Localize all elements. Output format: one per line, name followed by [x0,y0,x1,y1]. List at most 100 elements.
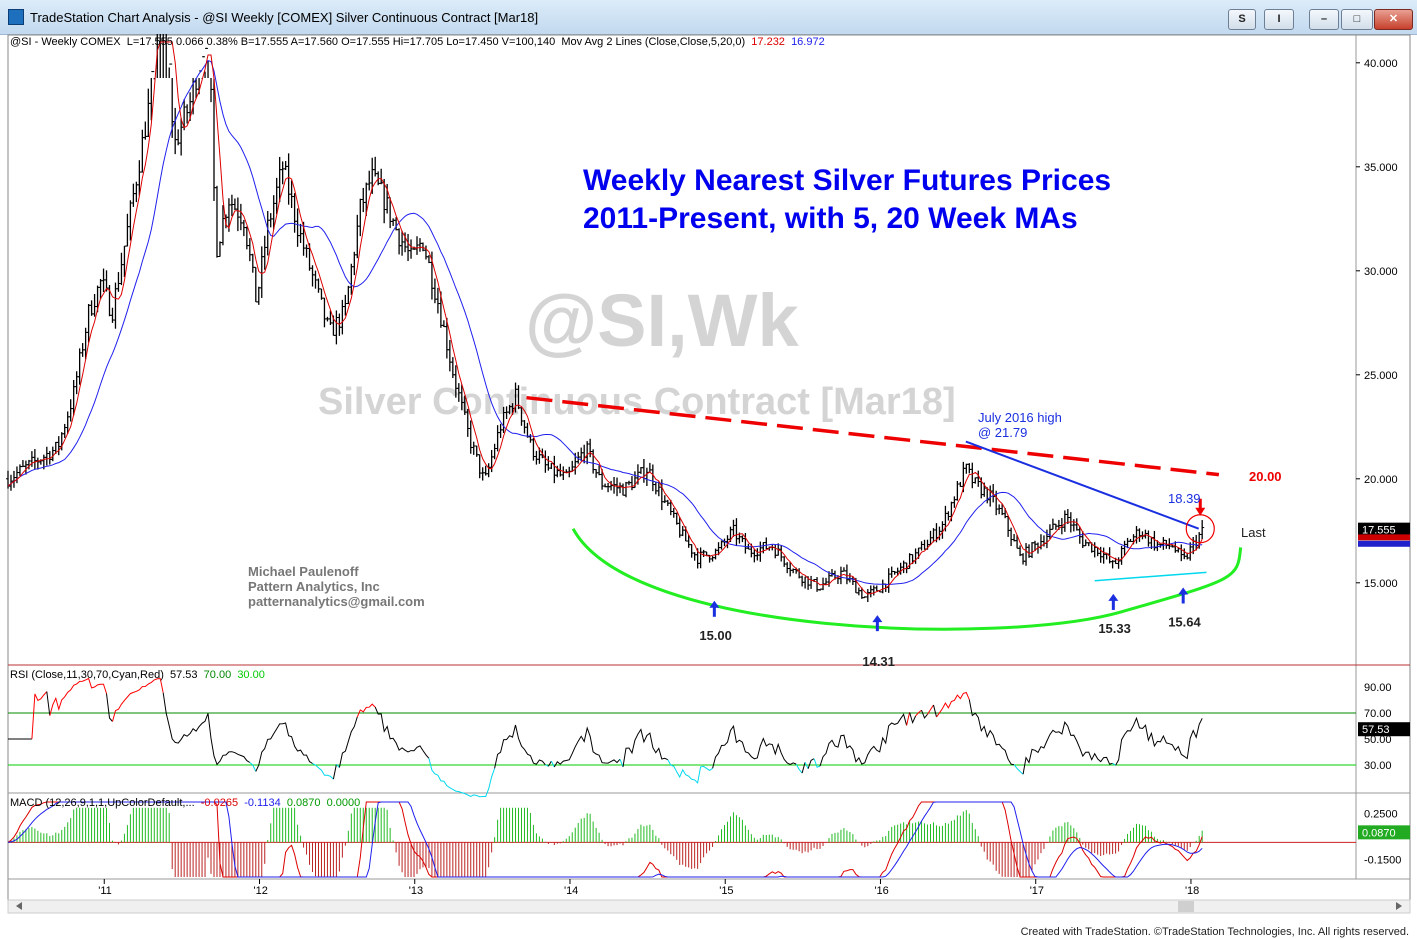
rsi-line-segment [46,691,51,716]
rsi-line-segment [106,693,113,722]
last-price-circle [1185,514,1215,544]
rsi-line-segment [909,712,917,725]
july-high-value: @ 21.79 [978,425,1027,440]
rsi-line-segment [622,728,669,767]
rsi-line-segment [813,758,821,768]
time-axis-label: '18 [1185,885,1199,897]
low-price-label: 15.33 [1098,621,1131,636]
chart-area[interactable]: @SI,Wk Silver Continuous Contract [Mar18]… [0,34,1417,939]
macd-label: MACD (12,26,9,1,1,UpColorDefault,... [10,797,195,809]
rsi-label: RSI (Close,11,30,70,Cyan,Red) [10,669,164,681]
close-button[interactable]: ✕ [1374,9,1413,30]
low-price-label: 15.00 [699,628,732,643]
quote-stats: L=17.555 0.066 0.38% B=17.555 A=17.560 O… [126,36,556,48]
rsi-line-segment [927,704,934,715]
rsi-line-segment [162,692,251,766]
author-name: Michael Paulenoff [248,564,359,579]
rsi-line-segment [338,716,358,768]
macd-axis-label: 0.2500 [1364,809,1398,821]
window-title-bar: TradeStation Chart Analysis - @SI Weekly… [0,0,1417,35]
rsi-line-segment [1112,762,1116,766]
rsi-line-segment [550,760,555,768]
price-header: @SI - Weekly COMEX L=17.555 0.066 0.38% … [10,36,825,48]
rsi-line-segment [112,678,164,722]
price-axis-label: 20.000 [1364,474,1398,486]
time-axis-label: '17 [1030,885,1044,897]
rsi-line-segment [494,724,546,769]
rsi-axis-label: 50.00 [1364,734,1392,746]
macd-value-box [1358,825,1410,840]
rsi-axis-label: 70.00 [1364,708,1392,720]
price-axis-label: 25.000 [1364,370,1398,382]
macd-hist-value: 0.0870 [286,797,321,809]
rsi-line-segment [428,758,496,798]
low-arrow-head [709,600,720,608]
watermark-symbol: @SI,Wk [525,279,799,362]
time-axis-label: '11 [98,885,112,897]
scroll-left-icon [16,902,22,910]
last-price-label-bg [1358,522,1410,537]
ma-fast-marker [1358,534,1410,541]
rsi-line-segment [312,763,334,780]
ma-slow-marker [1358,540,1410,547]
macd-signal-value: -0.1134 [244,797,281,809]
chart-title-line1: Weekly Nearest Silver Futures Prices [583,164,1111,197]
time-axis-label: '16 [874,885,888,897]
rsi-axis-label: 30.00 [1364,760,1392,772]
rsi-line-segment [968,699,1015,766]
scroll-right-icon [1396,902,1402,910]
macd-signal-line [7,801,1203,878]
time-axis-label: '13 [409,885,423,897]
low-price-label: 14.31 [862,654,895,669]
rsi-line-segment [545,764,549,767]
rsi-line-segment [667,759,713,784]
rsi-header: RSI (Close,11,30,70,Cyan,Red) 57.53 70.0… [10,669,265,681]
ma-slow-value: 16.972 [791,36,825,48]
rsi-line-segment [1022,721,1113,775]
horizontal-scrollbar [7,899,1411,914]
rsi-line-segment [795,763,803,774]
s-button[interactable]: S [1228,9,1256,30]
rsi-overbought: 70.00 [203,669,232,681]
low-arrow-head [1108,593,1119,601]
low-arrow-head [1178,587,1189,595]
last-price-label: 17.555 [1362,525,1396,537]
macd-zero-value: 0.0000 [326,797,361,809]
rsi-line-segment [712,724,797,769]
rsi-line-segment [332,764,337,780]
rsi-line-segment [255,722,313,772]
rsi-line-segment [906,712,911,726]
rsi-line-segment [374,706,430,759]
silver-weekly-chart[interactable]: @SI,Wk Silver Continuous Contract [Mar18]… [0,34,1417,939]
price-axis-label: 30.000 [1364,266,1398,278]
support-cyan-line [1094,571,1207,582]
minimize-button[interactable]: – [1309,9,1339,30]
rounding-bottom-arc [571,527,1243,631]
macd-header: MACD (12,26,9,1,1,UpColorDefault,... -0.… [10,797,360,809]
rsi-line-segment [807,758,815,769]
watermark-contract-name: Silver Continuous Contract [Mar18] [318,381,956,423]
rsi-line-segment [801,762,806,774]
july-high-label: July 2016 high [978,410,1062,425]
macd-value: -0.0265 [200,797,239,809]
rsi-axis-label: 90.00 [1364,682,1392,694]
rsi-line-segment [1013,764,1024,775]
rsi-line-segment [819,713,908,767]
macd-axis-label: -0.1500 [1364,855,1401,867]
price-axis-label: 35.000 [1364,162,1398,174]
rsi-line-segment [936,691,970,718]
i-button[interactable]: I [1264,9,1294,30]
rsi-line-segment [553,726,621,768]
time-axis-label: '12 [253,885,267,897]
breakout-arrow-head [1195,507,1206,516]
rsi-line-segment [249,762,257,772]
time-axis-label: '14 [564,885,578,897]
rsi-value-box [1358,722,1410,737]
scrollbar-thumb [1178,901,1194,912]
chart-title-line2: 2011-Present, with 5, 20 Week MAs [583,202,1078,235]
maximize-button[interactable]: □ [1341,9,1373,30]
price-axis-label: 40.000 [1364,58,1398,70]
footer-copyright: Created with TradeStation. ©TradeStation… [1020,926,1409,938]
low-price-label: 15.64 [1168,614,1201,629]
rsi-oversold: 30.00 [237,669,265,681]
